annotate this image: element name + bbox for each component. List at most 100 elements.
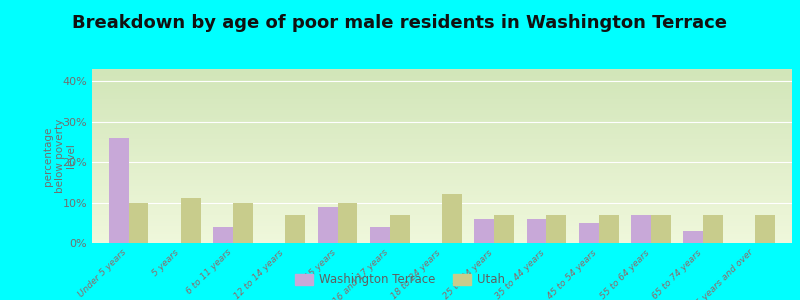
Bar — [338, 202, 358, 243]
Bar — [92, 117, 792, 119]
Bar — [474, 219, 494, 243]
Bar — [109, 138, 129, 243]
Bar — [494, 215, 514, 243]
Bar — [92, 152, 792, 154]
Bar — [92, 189, 792, 191]
Bar — [92, 80, 792, 82]
Bar — [92, 121, 792, 123]
Bar — [92, 241, 792, 243]
Bar — [92, 139, 792, 141]
Bar — [92, 228, 792, 230]
Bar — [546, 215, 566, 243]
Bar — [92, 123, 792, 125]
Bar — [92, 202, 792, 204]
Bar — [92, 191, 792, 193]
Bar — [92, 221, 792, 224]
Bar — [92, 206, 792, 208]
Bar — [92, 84, 792, 86]
Bar — [92, 165, 792, 167]
Bar — [92, 169, 792, 171]
Bar — [129, 202, 149, 243]
Bar — [92, 197, 792, 200]
Bar — [92, 125, 792, 128]
Bar — [92, 195, 792, 197]
Bar — [92, 93, 792, 95]
Bar — [92, 212, 792, 215]
Bar — [286, 215, 305, 243]
Bar — [92, 236, 792, 239]
Bar — [92, 132, 792, 134]
Bar — [92, 71, 792, 73]
Bar — [233, 202, 253, 243]
Bar — [92, 76, 792, 78]
Bar — [92, 215, 792, 217]
Bar — [92, 86, 792, 88]
Bar — [92, 217, 792, 219]
Bar — [92, 102, 792, 104]
Bar — [92, 136, 792, 139]
Bar — [92, 182, 792, 184]
Bar — [92, 154, 792, 156]
Bar — [370, 227, 390, 243]
Text: Breakdown by age of poor male residents in Washington Terrace: Breakdown by age of poor male residents … — [73, 14, 727, 32]
Bar — [92, 134, 792, 136]
Bar — [92, 167, 792, 169]
Bar — [92, 69, 792, 71]
Bar — [651, 215, 671, 243]
Bar — [683, 231, 703, 243]
Bar — [442, 194, 462, 243]
Bar — [92, 112, 792, 115]
Bar — [92, 173, 792, 175]
Bar — [92, 156, 792, 158]
Bar — [755, 215, 775, 243]
Bar — [92, 171, 792, 173]
Bar — [92, 141, 792, 143]
Bar — [579, 223, 598, 243]
Bar — [213, 227, 233, 243]
Bar — [92, 224, 792, 226]
Bar — [92, 208, 792, 210]
Legend: Washington Terrace, Utah: Washington Terrace, Utah — [290, 269, 510, 291]
Bar — [92, 88, 792, 91]
Bar — [92, 145, 792, 147]
Bar — [92, 95, 792, 97]
Bar — [92, 200, 792, 202]
Bar — [631, 215, 651, 243]
Bar — [92, 239, 792, 241]
Bar — [92, 73, 792, 76]
Bar — [92, 104, 792, 106]
Bar — [92, 204, 792, 206]
Bar — [92, 184, 792, 186]
Bar — [92, 115, 792, 117]
Bar — [92, 149, 792, 152]
Bar — [92, 91, 792, 93]
Bar — [92, 219, 792, 221]
Bar — [92, 119, 792, 121]
Bar — [92, 160, 792, 163]
Bar — [92, 230, 792, 232]
Bar — [92, 178, 792, 180]
Bar — [92, 186, 792, 189]
Bar — [92, 130, 792, 132]
Bar — [92, 176, 792, 178]
Bar — [92, 232, 792, 234]
Bar — [92, 106, 792, 108]
Bar — [318, 207, 338, 243]
Bar — [598, 215, 618, 243]
Bar — [92, 158, 792, 160]
Bar — [92, 147, 792, 149]
Bar — [390, 215, 410, 243]
Bar — [92, 143, 792, 145]
Bar — [92, 99, 792, 102]
Bar — [92, 226, 792, 228]
Bar — [703, 215, 723, 243]
Bar — [92, 180, 792, 182]
Bar — [92, 110, 792, 112]
Bar — [181, 199, 201, 243]
Bar — [92, 128, 792, 130]
Bar — [92, 234, 792, 236]
Bar — [92, 97, 792, 99]
Bar — [92, 210, 792, 212]
Bar — [92, 78, 792, 80]
Bar — [92, 82, 792, 84]
